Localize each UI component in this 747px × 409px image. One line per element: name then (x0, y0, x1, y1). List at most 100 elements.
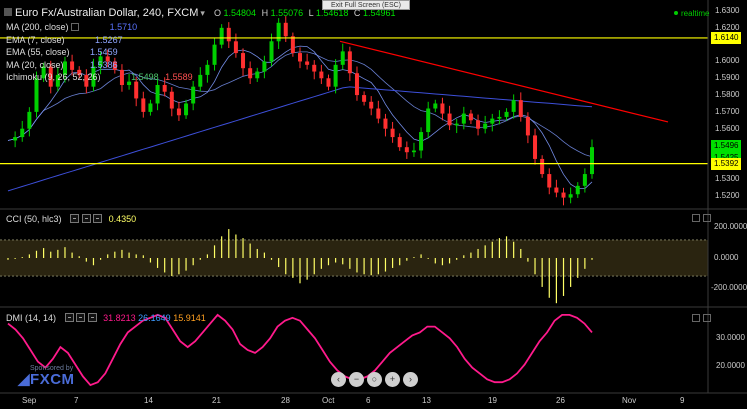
time-tick: 6 (366, 396, 371, 405)
candle (226, 22, 231, 49)
candle-body (440, 103, 445, 114)
candle (504, 108, 509, 121)
settings-icon[interactable] (76, 313, 86, 322)
chart-title[interactable]: Euro Fx/Australian Dollar, 240, FXCM (15, 7, 199, 19)
exit-fullscreen-button[interactable]: Exit Full Screen (ESC) (322, 0, 410, 10)
candle-body (127, 81, 132, 85)
settings-icon[interactable] (81, 214, 91, 223)
chevron-down-icon[interactable]: ▾ (200, 8, 205, 18)
cci-band-fill (0, 239, 708, 277)
scroll-left-button[interactable]: ‹ (331, 372, 346, 387)
candle (447, 105, 452, 131)
pane-close-icon[interactable] (703, 214, 711, 222)
time-tick: 19 (488, 396, 497, 405)
candle-body (55, 74, 60, 87)
candle-body (333, 64, 338, 87)
candle (326, 74, 331, 91)
symbol-icon[interactable] (4, 8, 12, 16)
price-marker: 1.5496 (711, 140, 742, 153)
sponsor-brand: FXCM (30, 371, 75, 388)
candle-body (354, 73, 359, 96)
candle (312, 60, 317, 80)
candle-body (476, 120, 481, 129)
candle-body (419, 132, 424, 151)
price-tick: 1.6300 (715, 6, 740, 16)
candle (105, 49, 110, 68)
dmi-tick: 30.0000 (716, 333, 745, 342)
dmi-tick: 20.0000 (716, 361, 745, 370)
candle-body (119, 69, 124, 85)
cci-legend: CCI (50, hlc3) 0.4350 (6, 214, 136, 224)
candle-body (141, 98, 146, 112)
indicator-row[interactable]: MA (200, close) 1.5710 (6, 21, 193, 34)
cci-value: 0.4350 (108, 214, 137, 224)
candle-body (27, 111, 32, 129)
candle (290, 32, 295, 57)
indicator-name: EMA (7, close) (6, 34, 65, 45)
scroll-right-button[interactable]: › (403, 372, 418, 387)
dmi-label: DMI (14, 14) (6, 313, 57, 323)
candle-body (433, 103, 438, 109)
cci-band (0, 239, 708, 277)
candle (148, 99, 153, 116)
candle-body (568, 194, 573, 198)
indicator-name: Ichimoku (9, 26, 52, 26) (6, 72, 101, 82)
indicator-row[interactable]: EMA (7, close) 1.5267 (6, 34, 193, 47)
candle (411, 142, 416, 157)
reset-zoom-button[interactable]: ○ (367, 372, 382, 387)
status-dot-icon (674, 11, 678, 15)
dmi-minus-value: 26.1649 (138, 313, 171, 323)
candle (184, 99, 189, 119)
indicator-row[interactable]: MA (20, close) 1.5386 (6, 59, 193, 72)
candle (369, 96, 374, 116)
candle (376, 100, 381, 124)
zoom-in-button[interactable]: + (385, 372, 400, 387)
candle-body (497, 116, 502, 119)
candle-body (326, 78, 331, 87)
candle-body (504, 111, 509, 117)
close-icon[interactable] (93, 214, 103, 223)
price-tick: 1.5700 (715, 106, 740, 116)
candle (219, 24, 224, 49)
candle-body (369, 101, 374, 109)
indicator-value: 1.5710 (109, 22, 138, 32)
candle-body (547, 174, 552, 188)
candle (454, 118, 459, 134)
sponsor-logo[interactable]: Sponsored by ◢FXCM (18, 365, 75, 387)
candle-body (48, 66, 53, 87)
dmi-legend: DMI (14, 14) 31.8213 26.1649 15.9141 (6, 313, 206, 323)
hide-icon[interactable] (70, 214, 80, 223)
ma-200-line (7, 86, 593, 192)
candle-body (312, 64, 317, 72)
candle-body (305, 61, 310, 65)
price-tick: 1.5600 (715, 123, 740, 133)
indicator-row[interactable]: Ichimoku (9, 26, 52, 26) 1.5498 1.5589 (6, 71, 193, 84)
price-tick: 1.5300 (715, 174, 740, 184)
candle (119, 64, 124, 92)
candle (198, 67, 203, 92)
settings-icon[interactable] (71, 23, 80, 31)
candle-body (41, 66, 46, 79)
candle (70, 54, 75, 76)
candle (155, 79, 160, 111)
candle (490, 113, 495, 132)
candle (561, 187, 566, 206)
zoom-out-button[interactable]: − (349, 372, 364, 387)
candle-body (590, 147, 594, 175)
hide-icon[interactable] (64, 313, 74, 322)
candle (134, 76, 139, 107)
candle (362, 91, 367, 106)
candle-body (533, 135, 538, 159)
time-tick: 26 (556, 396, 565, 405)
close-icon[interactable] (87, 313, 97, 322)
price-tick: 1.5800 (715, 90, 740, 100)
cci-tick: 200.0000 (714, 222, 747, 231)
pane-close-icon[interactable] (703, 314, 711, 322)
indicator-row[interactable]: EMA (55, close) 1.5459 (6, 46, 193, 59)
pane-up-icon[interactable] (692, 314, 700, 322)
price-tick: 1.6200 (715, 22, 740, 32)
ohlc-readout: O 1.54804 H 1.55076 L 1.54618 C 1.54961 (214, 8, 395, 18)
candle (468, 109, 473, 124)
pane-up-icon[interactable] (692, 214, 700, 222)
